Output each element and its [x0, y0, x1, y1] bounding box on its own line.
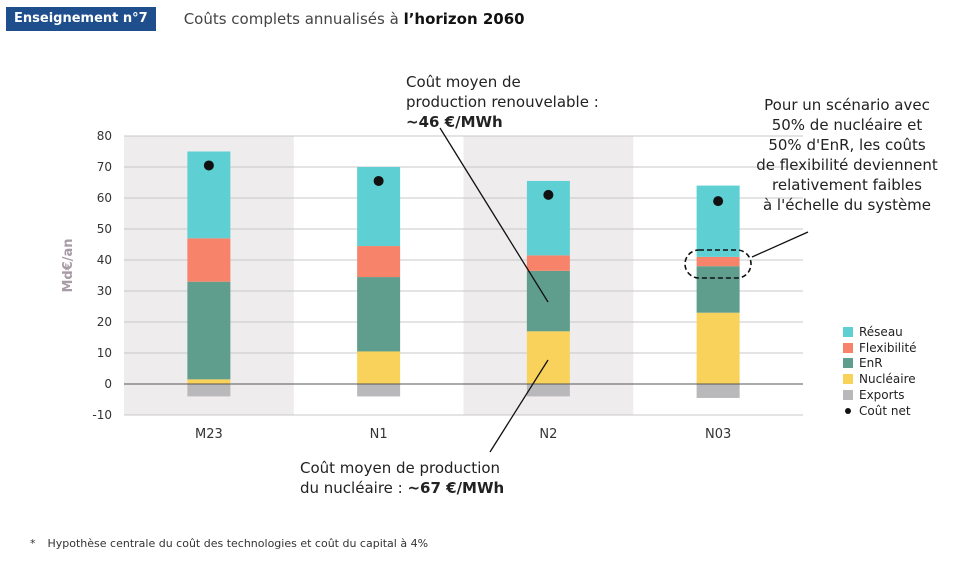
- x-tick-label: M23: [195, 427, 223, 442]
- bar-flexibilite: [526, 255, 570, 271]
- flex-line: à l'échelle du système: [762, 196, 932, 214]
- bar-exports: [696, 384, 740, 398]
- legend-swatch: [843, 374, 853, 385]
- bar-enr: [187, 281, 231, 380]
- title-prefix: Coûts complets annualisés à: [183, 10, 404, 28]
- net-cost-point: [713, 196, 724, 207]
- y-tick-label: 70: [97, 160, 112, 174]
- renewable-cost-annotation: Coût moyen de production renouvelable : …: [406, 72, 599, 132]
- y-tick-label: 80: [97, 129, 112, 143]
- y-tick-label: 60: [97, 191, 112, 205]
- y-tick-label: 20: [97, 315, 112, 329]
- legend-label: Coût net: [859, 403, 911, 418]
- net-cost-point: [373, 175, 384, 186]
- flex-line: de flexibilité deviennent: [756, 156, 938, 174]
- y-tick-label: 30: [97, 284, 112, 298]
- flex-line: 50% de nucléaire et: [771, 116, 923, 134]
- footnote-star: *: [30, 537, 36, 550]
- renewable-line-2: production renouvelable :: [406, 93, 599, 111]
- footnote-text: Hypothèse centrale du coût des technolog…: [47, 537, 429, 550]
- net-cost-point: [203, 160, 214, 171]
- legend-label: Réseau: [859, 324, 903, 339]
- legend-swatch: [843, 390, 853, 401]
- legend-dot-icon: [845, 407, 851, 414]
- legend-item-enr: EnR: [843, 356, 917, 372]
- renewable-line-1: Coût moyen de: [406, 73, 521, 91]
- x-tick-label: N03: [705, 427, 731, 442]
- nuclear-prefix: du nucléaire :: [300, 479, 408, 497]
- y-tick-label: 10: [97, 346, 112, 360]
- nuclear-cost-annotation: Coût moyen de production du nucléaire : …: [300, 458, 504, 498]
- legend-swatch: [843, 326, 853, 337]
- bar-nucleaire: [696, 312, 740, 384]
- legend-item-exports: Exports: [843, 387, 917, 403]
- y-tick-label: -10: [92, 408, 112, 422]
- bar-nucleaire: [526, 331, 570, 384]
- flexibility-leader-line: [751, 231, 809, 258]
- bar-enr: [526, 270, 570, 332]
- flexibility-highlight-ellipse: [684, 249, 752, 279]
- legend-swatch: [843, 342, 853, 353]
- bar-flexibilite: [696, 256, 740, 267]
- legend-item-cout-net: Coût net: [843, 403, 917, 419]
- legend-item-flexibilite: Flexibilité: [843, 340, 917, 356]
- legend-swatch: [843, 358, 853, 369]
- net-cost-point: [543, 189, 554, 200]
- bar-nucleaire: [187, 379, 231, 384]
- page-title: Coûts complets annualisés à l’horizon 20…: [184, 10, 525, 28]
- x-tick-label: N1: [370, 427, 388, 442]
- legend-label: EnR: [859, 356, 883, 371]
- nuclear-value: ~67 €/MWh: [407, 479, 505, 497]
- section-badge: Enseignement n°7: [6, 7, 156, 31]
- flex-line: Pour un scénario avec: [764, 96, 930, 114]
- title-bold: l’horizon 2060: [403, 10, 525, 28]
- x-tick-label: N2: [539, 427, 557, 442]
- y-tick-label: 50: [97, 222, 112, 236]
- legend-label: Nucléaire: [859, 372, 916, 387]
- bar-enr: [357, 277, 401, 352]
- bar-flexibilite: [187, 238, 231, 282]
- chart-legend: Réseau Flexibilité EnR Nucléaire Exports…: [843, 324, 917, 419]
- footnote: * Hypothèse centrale du coût des technolo…: [30, 537, 428, 550]
- renewable-leader-line: [439, 127, 549, 303]
- legend-item-nucleaire: Nucléaire: [843, 371, 917, 387]
- bar-exports: [357, 384, 401, 397]
- flexibility-annotation: Pour un scénario avec 50% de nucléaire e…: [742, 95, 952, 215]
- nuclear-leader-line: [489, 359, 549, 453]
- bar-exports: [187, 384, 231, 397]
- header: Enseignement n°7 Coûts complets annualis…: [6, 7, 525, 31]
- legend-label: Exports: [859, 388, 905, 403]
- bar-exports: [526, 384, 570, 397]
- legend-label: Flexibilité: [859, 340, 917, 355]
- nuclear-line-1: Coût moyen de production: [300, 459, 501, 477]
- bar-enr: [696, 266, 740, 313]
- y-tick-label: 40: [97, 253, 112, 267]
- flex-line: relativement faibles: [772, 176, 922, 194]
- y-tick-label: 0: [104, 377, 112, 391]
- bar-flexibilite: [357, 246, 401, 278]
- legend-item-reseau: Réseau: [843, 324, 917, 340]
- y-axis-label: Md€/an: [61, 238, 76, 292]
- bar-nucleaire: [357, 351, 401, 384]
- flex-line: 50% d'EnR, les coûts: [768, 136, 926, 154]
- renewable-value: ~46 €/MWh: [406, 113, 503, 131]
